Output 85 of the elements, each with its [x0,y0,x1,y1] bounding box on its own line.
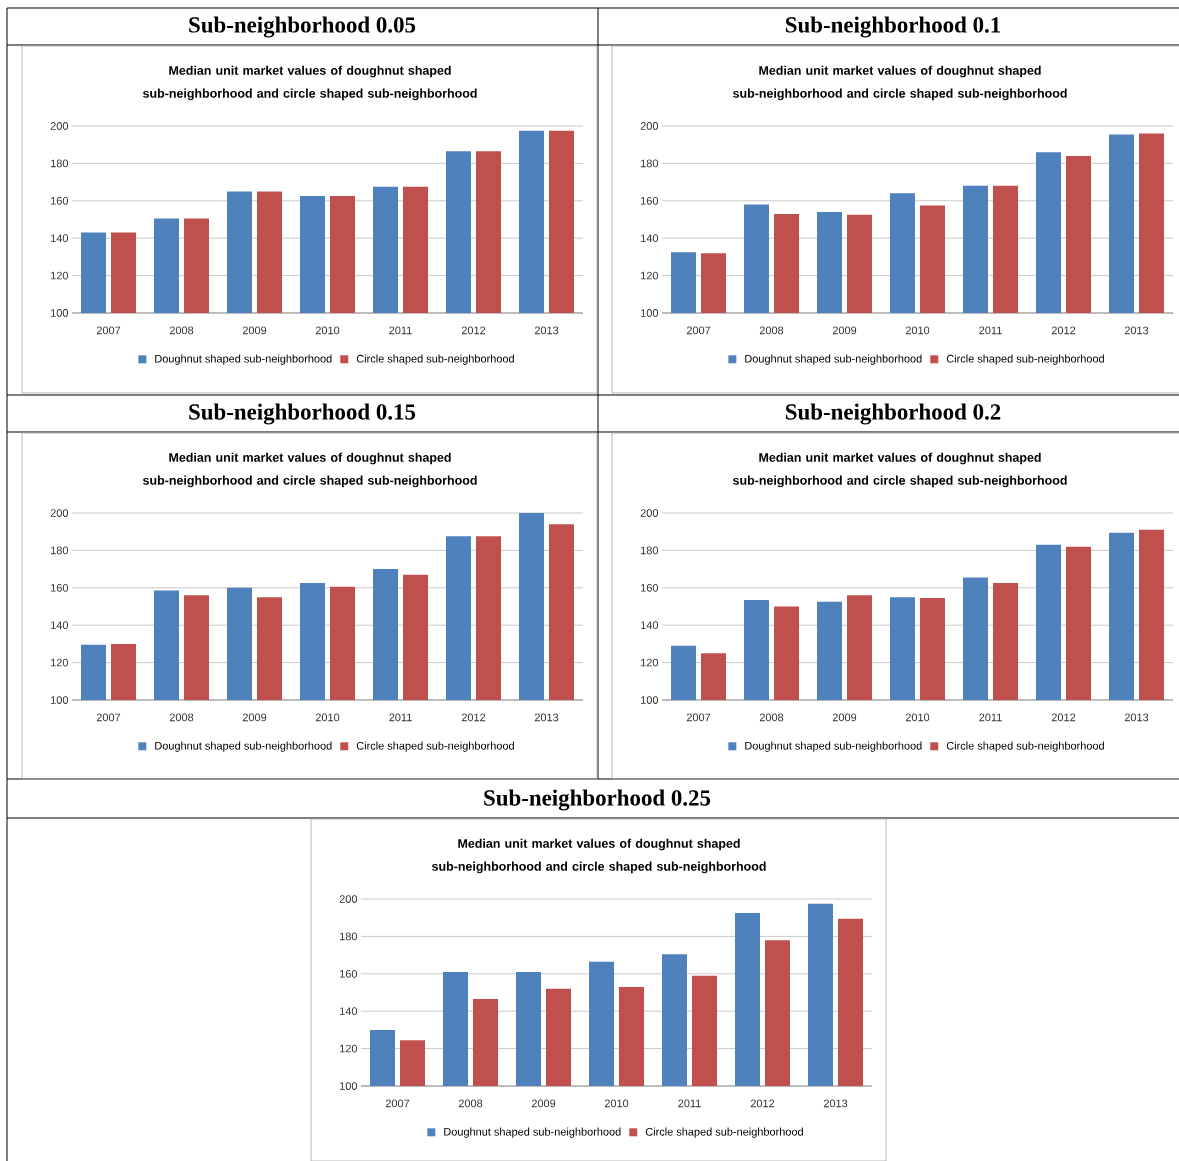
x-tick-label: 2008 [759,713,784,722]
x-tick-label: 2007 [686,326,711,335]
x-tick-label: 2008 [458,1099,483,1108]
y-tick-label: 180 [641,546,659,555]
x-tick-label: 2007 [686,713,711,722]
x-tick-label: 2009 [242,713,267,722]
y-tick-label: 200 [339,895,358,903]
legend-label: Doughnut shaped sub-neighborhood [155,354,332,365]
x-tick-label: 2012 [461,326,486,335]
y-tick-label: 140 [51,234,69,243]
y-tick-label: 180 [641,159,659,168]
x-tick-label: 2008 [759,326,784,335]
x-tick-label: 2011 [389,713,412,722]
x-tick-label: 2011 [979,713,1002,722]
y-tick-label: 140 [51,621,69,630]
x-tick-label: 2011 [389,326,412,335]
chart-subtitle: Median unit market values of doughnut shaped sub-neighborhood and circle shaped sub-neighborhood [733,452,1067,488]
y-tick-label: 140 [340,1007,358,1016]
x-tick-label: 2013 [1124,326,1149,335]
chart-title: Sub-neighborhood 0.2 [785,403,1001,425]
legend-label: Doughnut shaped sub-neighborhood [745,354,922,365]
x-tick-label: 2013 [1124,713,1149,722]
y-tick-label: 140 [641,234,659,243]
legend-label: Doughnut shaped sub-neighborhood [444,1127,621,1138]
x-tick-label: 2007 [96,713,121,722]
x-tick-label: 2007 [385,1099,410,1108]
x-tick-label: 2012 [461,713,486,722]
y-tick-label: 180 [51,546,69,555]
x-tick-label: 2008 [169,713,194,722]
y-tick-label: 160 [51,196,69,205]
x-tick-label: 2012 [1051,326,1076,335]
legend-label: Circle shaped sub-neighborhood [356,741,514,752]
y-tick-label: 140 [641,621,659,630]
x-tick-label: 2008 [169,326,194,335]
y-tick-label: 200 [640,509,659,517]
legend-label: Circle shaped sub-neighborhood [946,741,1104,752]
x-tick-label: 2013 [823,1099,848,1108]
y-tick-label: 120 [340,1044,358,1053]
chart-subtitle: Median unit market values of doughnut shaped sub-neighborhood and circle shaped sub-neighborhood [733,65,1067,101]
x-tick-label: 2012 [750,1099,775,1108]
legend-label: Circle shaped sub-neighborhood [946,354,1104,365]
chart-subtitle: Median unit market values of doughnut shaped sub-neighborhood and circle shaped sub-neighborhood [143,452,477,488]
x-tick-label: 2010 [604,1099,629,1108]
y-tick-label: 100 [641,309,659,317]
x-tick-label: 2010 [315,713,340,722]
legend-label: Circle shaped sub-neighborhood [356,354,514,365]
x-tick-label: 2011 [979,326,1002,335]
y-tick-label: 180 [340,932,358,941]
x-tick-label: 2010 [905,713,930,722]
x-tick-label: 2013 [534,713,559,722]
y-tick-label: 120 [51,271,69,280]
chart-title: Sub-neighborhood 0.15 [189,403,416,425]
x-tick-label: 2007 [96,326,121,335]
x-tick-label: 2009 [832,713,857,722]
x-tick-label: 2009 [832,326,857,335]
y-tick-label: 160 [641,583,659,592]
y-tick-label: 200 [640,122,659,130]
y-tick-label: 120 [641,271,659,280]
x-tick-label: 2009 [242,326,267,335]
chart-title: Sub-neighborhood 0.1 [785,16,1001,38]
x-tick-label: 2009 [531,1099,556,1108]
legend-label: Circle shaped sub-neighborhood [645,1127,803,1138]
chart-subtitle: Median unit market values of doughnut shaped sub-neighborhood and circle shaped sub-neighborhood [432,838,766,874]
y-tick-label: 100 [51,309,69,317]
x-tick-label: 2012 [1051,713,1076,722]
chart-subtitle: Median unit market values of doughnut shaped sub-neighborhood and circle shaped sub-neighborhood [143,65,477,101]
x-tick-label: 2011 [678,1099,701,1108]
y-tick-label: 160 [340,969,358,978]
chart-title: Sub-neighborhood 0.25 [484,789,711,811]
legend-label: Doughnut shaped sub-neighborhood [155,741,332,752]
y-tick-label: 180 [51,159,69,168]
y-tick-label: 100 [51,696,69,704]
y-tick-label: 200 [50,509,69,517]
y-tick-label: 160 [641,196,659,205]
y-tick-label: 120 [641,658,659,667]
y-tick-label: 100 [641,696,659,704]
legend-label: Doughnut shaped sub-neighborhood [745,741,922,752]
y-tick-label: 100 [340,1082,358,1090]
chart-title: Sub-neighborhood 0.05 [189,16,416,38]
y-tick-label: 120 [51,658,69,667]
x-tick-label: 2010 [315,326,340,335]
y-tick-label: 200 [50,122,69,130]
x-tick-label: 2010 [905,326,930,335]
x-tick-label: 2013 [534,326,559,335]
y-tick-label: 160 [51,583,69,592]
